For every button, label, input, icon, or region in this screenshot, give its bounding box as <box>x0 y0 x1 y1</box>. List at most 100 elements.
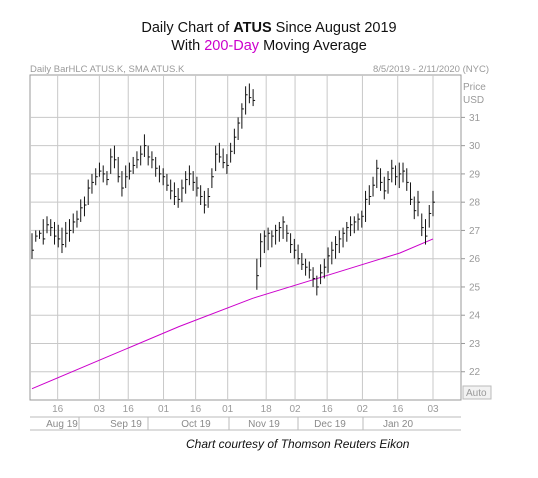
price-bar <box>98 162 102 177</box>
price-bar <box>121 171 124 197</box>
y-tick-label: 25 <box>469 282 481 293</box>
auto-scale-box <box>462 385 492 400</box>
price-bar <box>387 171 391 194</box>
price-bar <box>170 179 173 200</box>
price-bar <box>173 182 177 205</box>
price-bar <box>290 233 293 254</box>
price-bar <box>222 148 226 169</box>
y-tick-label: 29 <box>469 169 481 180</box>
price-bar <box>260 233 263 268</box>
price-bar <box>361 210 364 228</box>
sma-line <box>31 238 434 390</box>
price-bar <box>365 190 368 222</box>
price-bar <box>380 168 383 191</box>
y-tick-label: 22 <box>469 367 481 378</box>
chart-credit: Chart courtesy of Thomson Reuters Eikon <box>186 437 410 451</box>
price-bar <box>166 173 169 191</box>
x-tick-label: 16 <box>392 404 404 415</box>
price-bar <box>80 199 83 222</box>
price-bar <box>275 224 278 245</box>
price-bar <box>91 173 94 194</box>
price-bar <box>196 176 199 197</box>
price-bar <box>327 247 331 273</box>
y-tick-label: 27 <box>469 226 481 237</box>
price-bar <box>68 219 72 242</box>
price-bar <box>368 185 372 205</box>
price-bar <box>76 210 79 228</box>
price-bar <box>350 216 353 237</box>
price-bar <box>95 168 98 186</box>
price-bar <box>338 230 342 254</box>
month-label: Oct 19 <box>181 419 211 430</box>
x-tick-label: 01 <box>158 404 170 415</box>
month-label: Jan 20 <box>383 419 413 430</box>
price-bar <box>203 190 207 214</box>
price-bar <box>312 267 316 287</box>
price-bar <box>395 165 398 186</box>
price-bar <box>402 162 406 183</box>
price-bar <box>353 216 357 234</box>
price-bar <box>192 171 196 191</box>
price-bar <box>181 179 184 203</box>
x-tick-label: 01 <box>222 404 234 415</box>
price-bar <box>200 185 203 205</box>
price-bar <box>252 89 256 107</box>
price-bar <box>233 128 237 155</box>
price-bar <box>53 221 57 245</box>
price-bar <box>391 159 394 183</box>
price-bar <box>185 171 188 194</box>
y-axis-label: Price <box>463 82 486 93</box>
price-bar <box>87 179 91 205</box>
price-bar <box>376 159 379 189</box>
x-tick-label: 03 <box>94 404 106 415</box>
price-bar <box>65 221 68 248</box>
price-bar <box>226 154 229 174</box>
y-tick-label: 26 <box>469 254 481 265</box>
price-bar <box>155 156 158 177</box>
price-bar <box>102 165 106 183</box>
price-bar <box>335 236 338 259</box>
chart-subtitle: With 200-Day Moving Average <box>171 38 367 54</box>
price-bar <box>331 241 334 265</box>
chart-spec-label: Daily BarHLC ATUS.K, SMA ATUS.K <box>30 64 185 75</box>
price-bar <box>425 219 428 245</box>
month-label: Nov 19 <box>248 419 280 430</box>
price-bar <box>177 188 181 208</box>
price-bar <box>31 233 34 259</box>
price-bar <box>143 134 147 157</box>
x-tick-label: 18 <box>261 404 273 415</box>
price-bar <box>211 168 214 189</box>
price-bar <box>432 190 435 217</box>
price-bar <box>316 275 319 296</box>
price-bar <box>282 216 286 239</box>
price-bar <box>147 145 151 166</box>
price-bar <box>117 156 121 183</box>
price-bar <box>50 219 53 237</box>
price-bar <box>106 171 109 186</box>
price-bar <box>293 238 297 259</box>
price-bar <box>72 213 76 234</box>
price-bar <box>278 221 282 242</box>
price-bar <box>320 264 323 285</box>
date-range-label: 8/5/2019 - 2/11/2020 (NYC) <box>372 64 489 75</box>
price-bar <box>151 151 154 169</box>
x-tick-label: 16 <box>190 404 202 415</box>
price-bar <box>428 205 432 228</box>
price-bar <box>237 117 241 140</box>
price-bar <box>110 148 113 174</box>
y-tick-label: 31 <box>469 113 481 124</box>
price-bar <box>357 213 361 231</box>
auto-scale-label: Auto <box>466 388 487 399</box>
price-bar <box>113 145 117 169</box>
x-tick-label: 02 <box>289 404 301 415</box>
y-tick-label: 30 <box>469 141 481 152</box>
price-bar <box>271 230 274 248</box>
price-bar <box>256 258 259 290</box>
plot-frame <box>29 74 462 401</box>
y-tick-label: 28 <box>469 198 481 209</box>
price-bar <box>406 168 409 191</box>
price-bar <box>158 165 162 183</box>
price-bar <box>57 224 61 248</box>
price-bar <box>383 176 387 200</box>
